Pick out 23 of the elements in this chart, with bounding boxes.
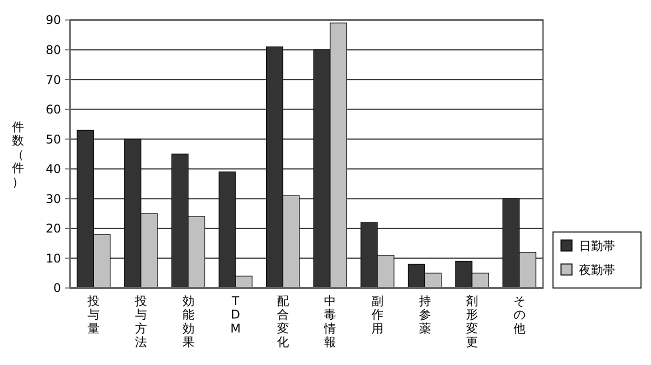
- x-tick-label: 持参薬: [418, 294, 431, 336]
- legend-label: 夜勤帯: [579, 263, 615, 278]
- x-tick-label: 投与量: [86, 294, 100, 336]
- y-tick-label: 20: [46, 222, 61, 236]
- y-tick-label: 60: [46, 102, 61, 117]
- x-tick-label: 副作用: [370, 294, 384, 336]
- y-tick-label: 10: [46, 251, 61, 266]
- y-tick-label: 70: [46, 72, 61, 87]
- y-tick-label: 80: [46, 42, 61, 57]
- y-axis-title: 件数（件）: [12, 120, 24, 189]
- x-tick-label: 効能効果: [182, 294, 194, 350]
- y-tick-label: 0: [53, 281, 61, 296]
- x-tick-label: 投与方法: [134, 294, 147, 350]
- x-tick-label: TDM: [230, 294, 241, 336]
- x-tick-label: 剤形変更: [466, 294, 478, 350]
- x-tick-label: 中毒情報: [323, 294, 336, 350]
- legend-label: 日勤帯: [579, 239, 615, 254]
- y-tick-label: 50: [46, 132, 61, 146]
- x-tick-label: 配合変化: [276, 294, 289, 350]
- y-tick-label: 30: [46, 192, 61, 206]
- y-tick-label: 40: [46, 162, 61, 176]
- x-tick-label: その他: [513, 294, 526, 336]
- y-tick-label: 90: [46, 13, 61, 28]
